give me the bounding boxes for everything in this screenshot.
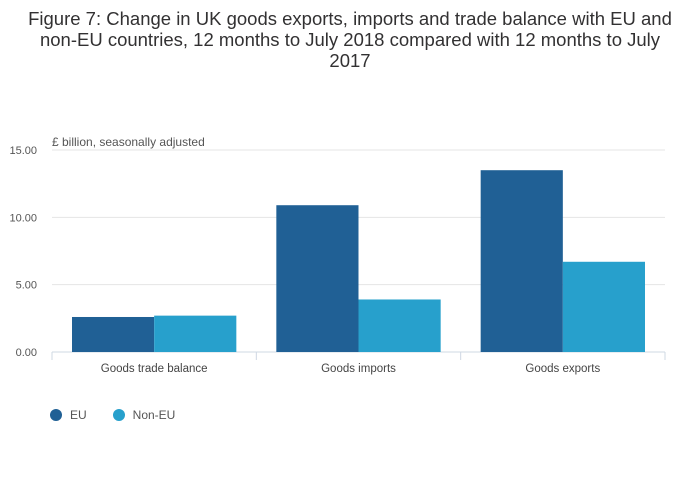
bar-eu [480, 170, 563, 352]
x-category-label: Goods exports [525, 363, 600, 375]
y-tick-label: 10.00 [9, 212, 37, 224]
chart-title: Figure 7: Change in UK goods exports, im… [28, 8, 672, 71]
x-category-label: Goods imports [321, 363, 396, 375]
x-category-label: Goods trade balance [101, 363, 208, 375]
bar-eu [72, 316, 155, 352]
y-tick-label: 0.00 [16, 347, 37, 359]
legend-item-eu[interactable]: EU [50, 408, 87, 422]
legend-label-eu: EU [70, 408, 87, 422]
y-tick-label: 5.00 [16, 280, 37, 292]
bar-non-eu [562, 261, 645, 352]
y-axis-units-label: £ billion, seasonally adjusted [52, 135, 205, 149]
legend-swatch-eu [50, 409, 62, 421]
legend-item-non-eu[interactable]: Non-EU [112, 408, 176, 422]
bar-non-eu [358, 299, 441, 352]
legend-swatch-non-eu [112, 409, 125, 421]
y-tick-label: 15.00 [9, 145, 37, 157]
legend-label-non-eu: Non-EU [132, 408, 176, 422]
bar-eu [276, 205, 359, 352]
bar-non-eu [154, 315, 237, 352]
legend: EU Non-EU [50, 408, 201, 422]
